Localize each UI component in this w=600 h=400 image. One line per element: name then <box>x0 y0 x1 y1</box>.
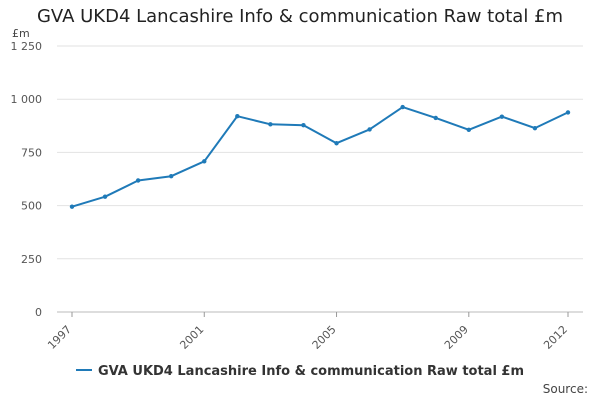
series-group <box>69 104 571 209</box>
series-line <box>71 106 569 208</box>
x-tick-label: 2009 <box>442 323 471 352</box>
data-point[interactable] <box>532 125 538 131</box>
x-tick-label: 2012 <box>541 323 570 352</box>
data-point[interactable] <box>301 122 306 128</box>
y-tick-label: 1 250 <box>11 40 43 53</box>
legend[interactable]: GVA UKD4 Lancashire Info & communication… <box>0 364 600 379</box>
y-tick-label: 750 <box>21 146 42 159</box>
data-point[interactable] <box>135 178 141 183</box>
data-point[interactable] <box>499 114 505 119</box>
data-point[interactable] <box>433 115 438 121</box>
data-point[interactable] <box>102 194 108 199</box>
x-axis-ticks: 1997 2001 2005 2009 2012 <box>45 312 570 352</box>
data-point[interactable] <box>400 104 405 110</box>
data-point[interactable] <box>235 114 240 119</box>
x-tick-label: 1997 <box>45 323 74 352</box>
legend-series-label: GVA UKD4 Lancashire Info & communication… <box>97 364 525 379</box>
source-label: Source: <box>542 382 588 396</box>
y-tick-label: 500 <box>21 200 42 213</box>
data-point[interactable] <box>367 127 372 132</box>
y-axis-unit-label: £m <box>12 27 30 40</box>
x-tick-label: 2001 <box>177 323 206 352</box>
data-point[interactable] <box>69 204 75 209</box>
gridlines <box>57 45 583 313</box>
y-axis-ticks: 0 250 500 750 1 000 1 250 <box>11 40 43 319</box>
legend-line-swatch <box>75 368 92 371</box>
x-tick-label: 2005 <box>310 323 339 352</box>
y-tick-label: 250 <box>21 253 42 266</box>
data-point[interactable] <box>169 174 174 179</box>
data-point[interactable] <box>202 159 207 164</box>
y-tick-label: 0 <box>35 306 42 319</box>
data-point[interactable] <box>268 122 273 127</box>
data-point[interactable] <box>565 110 571 115</box>
chart-title: GVA UKD4 Lancashire Info & communication… <box>36 6 564 27</box>
y-tick-label: 1 000 <box>11 93 43 106</box>
data-point[interactable] <box>466 127 471 133</box>
data-point[interactable] <box>334 141 339 146</box>
